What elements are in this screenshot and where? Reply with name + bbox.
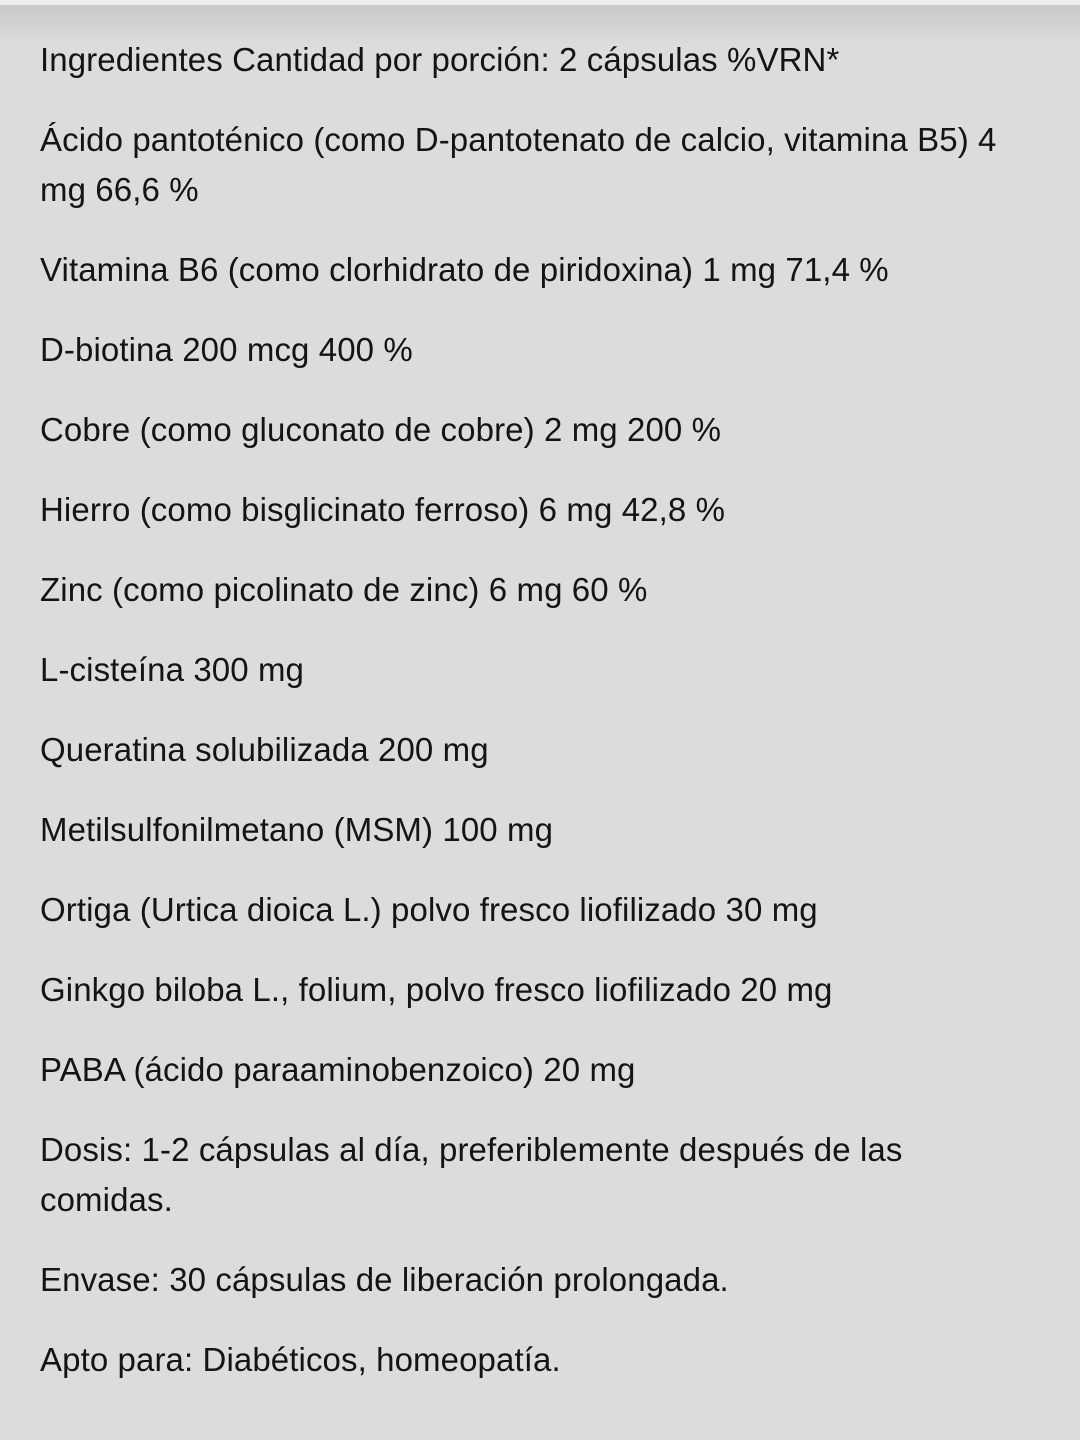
suitable-for: Apto para: Diabéticos, homeopatía. (40, 1341, 561, 1378)
ingredient-keratin: Queratina solubilizada 200 mg (40, 731, 489, 768)
ingredient-biotin: D-biotina 200 mcg 400 % (40, 331, 413, 368)
ingredient-paba: PABA (ácido paraaminobenzoico) 20 mg (40, 1051, 636, 1088)
top-bar (0, 0, 1080, 5)
ingredient-ginkgo: Ginkgo biloba L., folium, polvo fresco l… (40, 971, 833, 1008)
ingredient-msm: Metilsulfonilmetano (MSM) 100 mg (40, 811, 554, 848)
top-shadow (0, 5, 1080, 45)
ingredient-copper: Cobre (como gluconato de cobre) 2 mg 200… (40, 411, 722, 448)
packaging: Envase: 30 cápsulas de liberación prolon… (40, 1261, 729, 1298)
ingredient-zinc: Zinc (como picolinato de zinc) 6 mg 60 % (40, 571, 648, 608)
ingredient-pantothenic-acid: Ácido pantoténico (como D-pantotenato de… (40, 121, 997, 208)
ingredients-text: Ingredientes Cantidad por porción: 2 cáp… (40, 35, 1040, 1415)
ingredient-iron: Hierro (como bisglicinato ferroso) 6 mg … (40, 491, 726, 528)
ingredient-l-cysteine: L-cisteína 300 mg (40, 651, 305, 688)
ingredient-vitamin-b6: Vitamina B6 (como clorhidrato de piridox… (40, 251, 889, 288)
ingredient-nettle: Ortiga (Urtica dioica L.) polvo fresco l… (40, 891, 818, 928)
dosage: Dosis: 1-2 cápsulas al día, preferibleme… (40, 1131, 903, 1218)
ingredients-header: Ingredientes Cantidad por porción: 2 cáp… (40, 41, 840, 78)
